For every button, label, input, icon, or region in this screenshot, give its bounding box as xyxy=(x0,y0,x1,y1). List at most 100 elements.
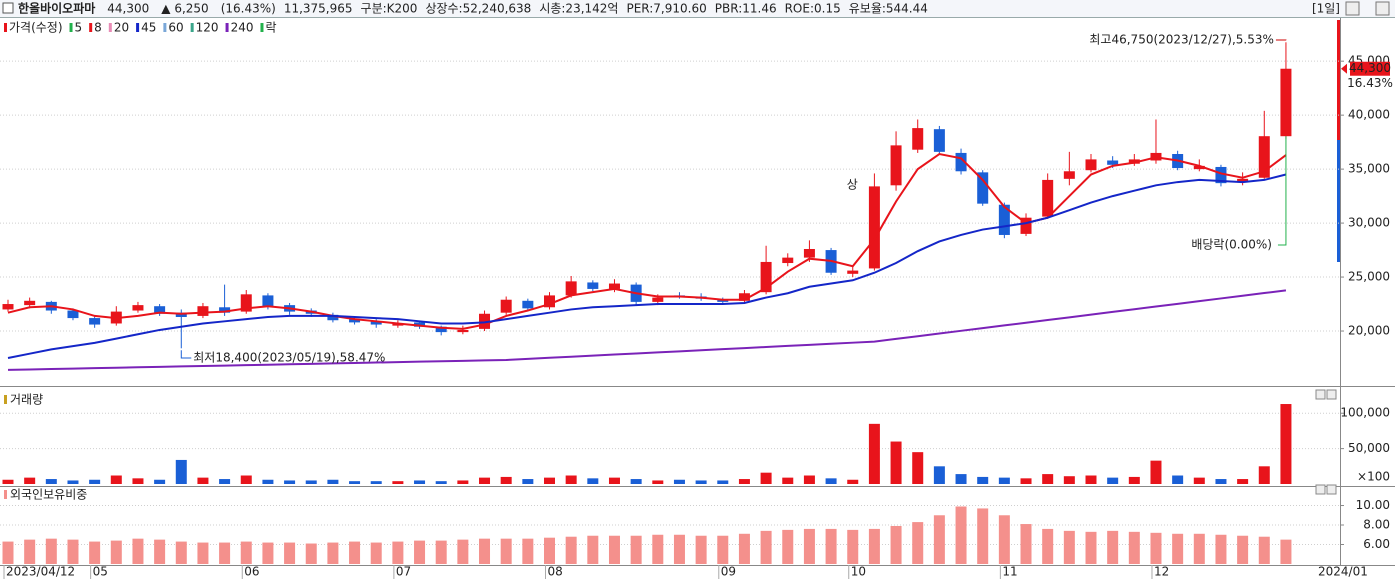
bar xyxy=(45,538,57,564)
bar xyxy=(1280,404,1292,484)
x-tick-label: 08 xyxy=(548,565,563,579)
bar xyxy=(868,423,880,484)
bar xyxy=(1237,479,1249,484)
moving-average-line xyxy=(7,152,1287,330)
legend-entry: 20 xyxy=(114,21,129,35)
bar xyxy=(825,478,837,484)
candle-body xyxy=(1280,68,1292,137)
candle-body xyxy=(955,152,967,172)
candle-body xyxy=(760,261,772,293)
bar xyxy=(977,508,989,564)
header-item: 11,375,965 xyxy=(284,2,353,16)
x-tick-label: 06 xyxy=(244,565,259,579)
header-bar xyxy=(0,0,1395,17)
header-item: PBR:11.46 xyxy=(715,2,777,16)
legend-entry: 5 xyxy=(75,21,83,35)
bar xyxy=(587,478,599,484)
bar xyxy=(175,459,187,484)
bar xyxy=(1193,533,1205,564)
bar xyxy=(608,535,620,564)
bar xyxy=(110,475,122,484)
bar xyxy=(565,475,577,484)
bar xyxy=(955,506,967,564)
low-annotation: 최저18,400(2023/05/19),58.47% xyxy=(193,351,385,365)
bar xyxy=(392,541,404,564)
legend-entry: 240 xyxy=(231,21,254,35)
candle-body xyxy=(414,322,426,327)
last-price-label: 44,300 xyxy=(1349,61,1391,75)
bar xyxy=(349,481,361,484)
bar xyxy=(132,538,144,564)
bar xyxy=(1172,533,1184,564)
bar xyxy=(327,479,339,484)
candle-body xyxy=(24,300,36,306)
bar xyxy=(197,542,209,564)
candle-body xyxy=(565,281,577,296)
legend-swatch xyxy=(163,23,167,32)
bar xyxy=(1085,475,1097,484)
bar xyxy=(1237,535,1249,564)
bar xyxy=(89,479,101,484)
header-item: 44,300 xyxy=(107,2,149,16)
close-button[interactable] xyxy=(1375,1,1390,16)
minimize-button[interactable] xyxy=(1345,1,1360,16)
checkbox[interactable] xyxy=(2,2,14,14)
bar xyxy=(738,533,750,564)
bar xyxy=(435,481,447,484)
bar xyxy=(544,477,555,484)
bar xyxy=(262,542,274,564)
bar xyxy=(782,477,794,484)
moving-average-line xyxy=(7,289,1287,371)
bar xyxy=(240,475,252,484)
bar xyxy=(717,480,729,484)
bar xyxy=(890,525,902,564)
bar xyxy=(825,528,837,564)
bar xyxy=(565,536,577,564)
candle-body xyxy=(608,283,620,289)
candle-body xyxy=(240,294,252,312)
candle-body xyxy=(1042,179,1054,217)
candle-body xyxy=(890,145,902,186)
bar xyxy=(1020,524,1032,564)
bar xyxy=(2,541,14,564)
y-tick-label: 10.00 xyxy=(1356,498,1390,512)
bar xyxy=(1042,474,1054,484)
candle-body xyxy=(154,306,166,314)
bar xyxy=(998,515,1010,564)
bar xyxy=(435,540,447,564)
y-tick-label: 40,000 xyxy=(1348,108,1390,122)
bar xyxy=(67,480,79,484)
legend-swatch xyxy=(190,23,194,32)
bar xyxy=(24,539,36,564)
bar xyxy=(110,540,122,564)
bar xyxy=(392,481,404,484)
candle-body xyxy=(587,282,599,289)
legend-entry: 45 xyxy=(141,21,156,35)
legend-swatch xyxy=(4,23,7,32)
candle-body xyxy=(89,318,101,325)
candle-body xyxy=(868,186,880,269)
period-label[interactable]: [1일] xyxy=(1312,2,1340,16)
bar xyxy=(782,529,794,564)
legend-entry: 8 xyxy=(94,21,102,35)
bar xyxy=(2,479,14,484)
legend-swatch xyxy=(89,23,93,32)
x-tick-label: 05 xyxy=(93,565,108,579)
candle-body xyxy=(1237,178,1249,183)
y-tick-label: 6.00 xyxy=(1363,537,1390,551)
bar xyxy=(479,538,491,564)
bar xyxy=(544,537,555,564)
x-tick-label: 10 xyxy=(851,565,866,579)
candle-body xyxy=(1085,159,1097,171)
bar xyxy=(608,477,620,484)
panel-title: 거래량 xyxy=(10,393,43,407)
bar xyxy=(868,528,880,564)
header-item: 유보율:544.44 xyxy=(849,2,928,16)
bar xyxy=(1150,532,1162,564)
panel-swatch xyxy=(4,395,7,404)
last-price-pointer xyxy=(1341,63,1347,74)
candle-body xyxy=(782,257,794,264)
bar xyxy=(154,539,166,564)
last-change-label: 16.43% xyxy=(1347,76,1393,90)
